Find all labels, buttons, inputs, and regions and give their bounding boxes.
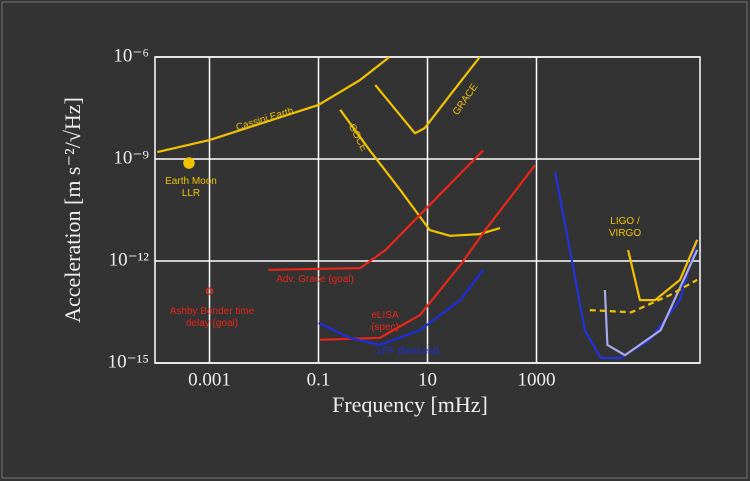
series-line <box>339 109 501 237</box>
series-label: Adv. Grace (goal) <box>276 274 354 285</box>
y-tick-label: 10⁻⁶ <box>113 45 149 66</box>
x-tick-label: 0.001 <box>188 369 231 390</box>
y-axis-label: Acceleration [m s⁻²/√Hz] <box>60 97 85 323</box>
data-point <box>205 287 214 295</box>
y-tick-label: 10⁻¹² <box>109 249 150 270</box>
series-label: LPF (best est) <box>376 346 440 357</box>
series-line <box>374 56 481 135</box>
series-line <box>268 149 484 271</box>
series-line <box>320 164 536 341</box>
x-axis-label: Frequency [mHz] <box>332 392 488 417</box>
point-label: Ashby Bender time delay (goal) <box>169 306 255 329</box>
series-label: eLISA (spec) <box>371 310 399 333</box>
plot-frame <box>154 56 701 364</box>
series-line <box>318 269 485 346</box>
y-tick-label: 10⁻¹⁵ <box>108 351 149 372</box>
x-tick-label: 1000 <box>518 369 556 390</box>
series-line <box>627 239 699 302</box>
series-line <box>157 56 391 154</box>
x-tick-label: 10 <box>418 369 437 390</box>
series-label: LIGO / VIRGO <box>608 216 642 239</box>
y-tick-label: 10⁻⁹ <box>113 147 149 168</box>
series-line <box>554 171 699 360</box>
series-line <box>603 249 699 357</box>
x-tick-label: 0.1 <box>307 369 331 390</box>
point-label: Earth Moon LLR <box>165 176 217 199</box>
series-line <box>589 278 698 314</box>
data-point <box>183 157 195 169</box>
